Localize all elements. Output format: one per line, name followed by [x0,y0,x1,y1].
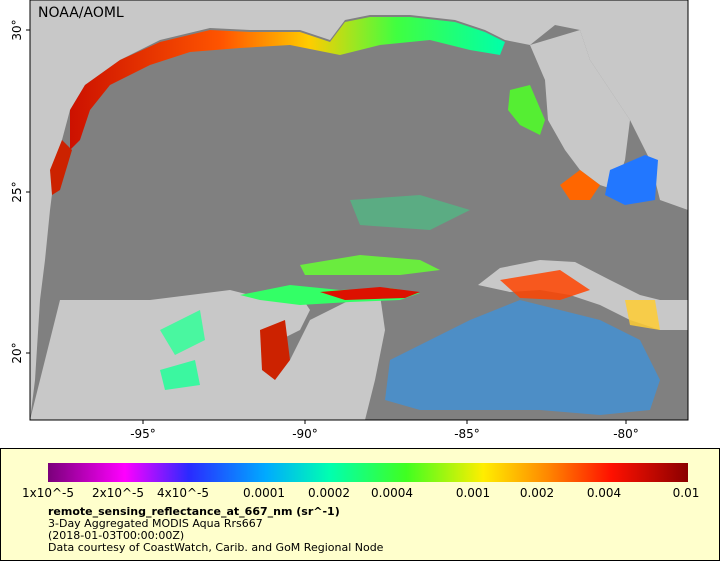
sediment-plume [300,255,440,275]
colorbar-label: 1x10^-5 [22,486,74,500]
sediment-plume [500,270,590,300]
colorbar [48,463,688,482]
credit: NOAA/AOML [38,5,124,21]
colorbar-label: 0.01 [673,486,700,500]
sediment-plume [320,287,420,300]
lat-label: 20° [10,342,24,363]
colorbar-label: 0.001 [456,486,490,500]
lat-label: 25° [10,181,24,202]
description: 3-Day Aggregated MODIS Aqua Rrs667 [48,517,263,530]
map-area [30,0,688,420]
colorbar-label: 0.0004 [371,486,413,500]
sediment-plume [50,140,72,195]
lon-label: -95° [130,427,156,441]
colorbar-label: 0.0002 [308,486,350,500]
sediment-plume [70,17,505,150]
lon-label: -90° [292,427,318,441]
sediment-plume [160,360,200,390]
sediment-plume [560,170,600,200]
colorbar-label: 2x10^-5 [92,486,144,500]
sediment-plume [260,320,290,380]
colorbar-labels: 1x10^-5 2x10^-5 4x10^-5 0.0001 0.0002 0.0004 0… [22,486,699,500]
lat-label: 30° [10,19,24,40]
sediment-plume [160,310,205,355]
variable: remote_sensing_reflectance_at_667_nm (sr… [48,505,340,518]
sediment-plume [605,155,658,205]
land-florida [530,30,630,190]
sediment-plume [625,300,660,330]
land-north [30,0,688,420]
colorbar-label: 4x10^-5 [157,486,209,500]
sediment-plume [508,85,545,135]
sediment-plume [350,195,470,230]
time: (2018-01-03T00:00:00Z) [48,529,184,542]
courtesy: Data courtesy of CoastWatch, Carib. and … [48,541,384,554]
land-mexico-west [30,295,310,420]
lon-label: -85° [454,427,480,441]
colorbar-label: 0.0001 [243,486,285,500]
colorbar-label: 0.004 [587,486,621,500]
colorbar-label: 0.002 [520,486,554,500]
map-frame [29,0,689,421]
lon-label: -80° [613,427,639,441]
sediment-plume [385,300,660,415]
